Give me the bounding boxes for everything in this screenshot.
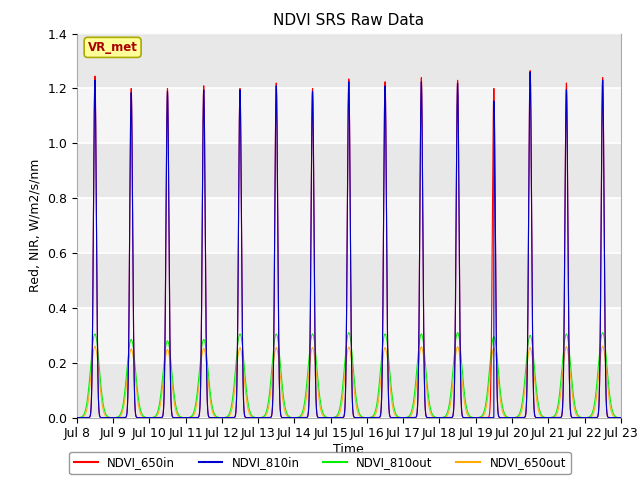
Bar [77,253,621,308]
Text: VR_met: VR_met [88,41,138,54]
X-axis label: Time: Time [333,443,364,456]
Bar [77,363,621,418]
Title: NDVI SRS Raw Data: NDVI SRS Raw Data [273,13,424,28]
Bar [77,308,621,363]
Bar [77,88,621,144]
Bar [77,144,621,198]
Y-axis label: Red, NIR, W/m2/s/nm: Red, NIR, W/m2/s/nm [29,159,42,292]
Bar [77,34,621,88]
Bar [77,198,621,253]
Legend: NDVI_650in, NDVI_810in, NDVI_810out, NDVI_650out: NDVI_650in, NDVI_810in, NDVI_810out, NDV… [69,452,571,474]
